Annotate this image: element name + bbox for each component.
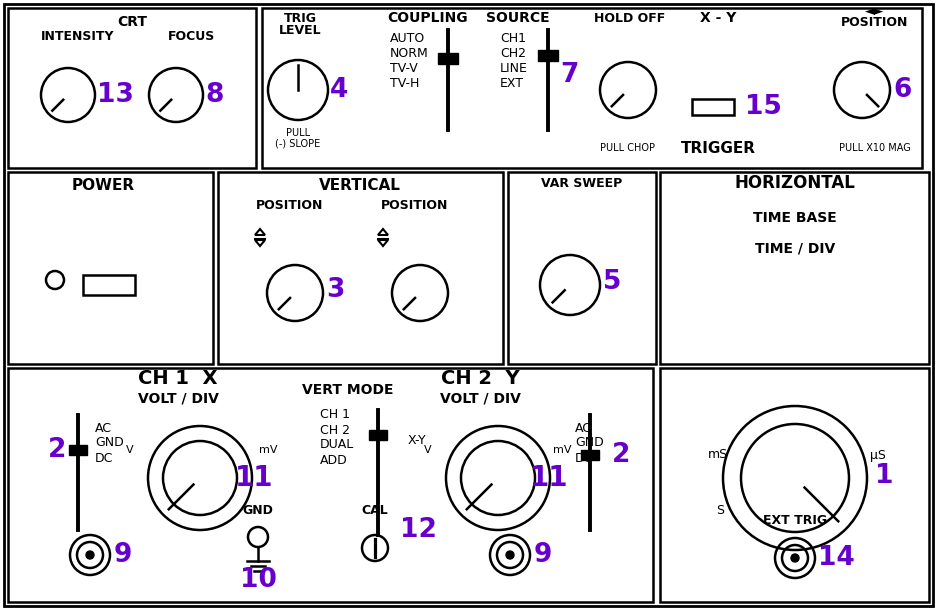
Text: V: V xyxy=(424,445,431,455)
Text: LEVEL: LEVEL xyxy=(278,24,321,37)
Text: TV-H: TV-H xyxy=(389,76,419,90)
Text: VERT MODE: VERT MODE xyxy=(302,383,393,397)
Bar xyxy=(507,172,655,364)
Text: FOCUS: FOCUS xyxy=(168,29,215,43)
Bar xyxy=(659,368,928,602)
Bar xyxy=(537,49,558,60)
Bar xyxy=(218,172,503,364)
Text: TIME BASE: TIME BASE xyxy=(753,211,836,225)
Text: AUTO: AUTO xyxy=(389,32,425,45)
Text: 2: 2 xyxy=(611,442,630,468)
Circle shape xyxy=(790,554,798,562)
Text: VOLT / DIV: VOLT / DIV xyxy=(439,391,519,405)
Text: mV: mV xyxy=(552,445,571,455)
Text: TRIGGER: TRIGGER xyxy=(680,140,754,156)
Text: DUAL: DUAL xyxy=(320,439,354,451)
Text: CH 1  X: CH 1 X xyxy=(139,368,217,387)
Circle shape xyxy=(505,551,514,559)
Text: 11: 11 xyxy=(530,464,568,492)
Bar xyxy=(692,99,733,115)
Text: CH1: CH1 xyxy=(500,32,525,45)
Text: 12: 12 xyxy=(400,517,436,543)
Text: V: V xyxy=(126,445,134,455)
Text: POSITION: POSITION xyxy=(256,198,323,212)
Circle shape xyxy=(86,551,94,559)
Text: PULL X10 MAG: PULL X10 MAG xyxy=(839,143,910,153)
Text: 4: 4 xyxy=(329,77,348,103)
Bar xyxy=(8,172,212,364)
Bar xyxy=(83,275,135,295)
Text: POSITION: POSITION xyxy=(841,15,908,29)
Text: POSITION: POSITION xyxy=(381,198,448,212)
Bar xyxy=(8,8,256,168)
Text: CRT: CRT xyxy=(117,15,147,29)
Text: CH 1: CH 1 xyxy=(320,409,350,422)
Text: HORIZONTAL: HORIZONTAL xyxy=(734,174,855,192)
Bar xyxy=(262,8,921,168)
Text: EXT TRIG: EXT TRIG xyxy=(762,514,826,526)
Text: 2: 2 xyxy=(48,437,66,463)
Text: POWER: POWER xyxy=(71,178,135,193)
Text: X-Y: X-Y xyxy=(407,434,426,447)
Text: PULL: PULL xyxy=(285,128,310,138)
Text: ◄►: ◄► xyxy=(865,5,884,18)
Text: TV-V: TV-V xyxy=(389,62,417,74)
Text: 7: 7 xyxy=(560,62,578,88)
Text: 15: 15 xyxy=(744,94,781,120)
Text: DC: DC xyxy=(95,451,113,464)
Bar xyxy=(437,52,458,63)
Text: PULL CHOP: PULL CHOP xyxy=(600,143,655,153)
Bar xyxy=(369,430,387,440)
Text: AC: AC xyxy=(95,422,112,434)
Text: DC: DC xyxy=(575,451,592,464)
Text: μS: μS xyxy=(870,448,885,462)
Text: SOURCE: SOURCE xyxy=(486,11,549,25)
Text: X - Y: X - Y xyxy=(699,11,736,25)
Text: LINE: LINE xyxy=(500,62,527,74)
Text: INTENSITY: INTENSITY xyxy=(41,29,114,43)
Text: (-) SLOPE: (-) SLOPE xyxy=(275,138,320,148)
Text: mS: mS xyxy=(708,448,727,462)
Text: EXT: EXT xyxy=(500,76,523,90)
Bar xyxy=(69,445,87,455)
Text: 5: 5 xyxy=(603,269,621,295)
Text: mV: mV xyxy=(258,445,277,455)
Text: 11: 11 xyxy=(235,464,273,492)
Text: 8: 8 xyxy=(205,82,223,108)
Bar xyxy=(8,368,652,602)
Text: VERTICAL: VERTICAL xyxy=(319,178,401,193)
Text: CH 2: CH 2 xyxy=(320,423,350,437)
Text: 10: 10 xyxy=(240,567,276,593)
Text: 9: 9 xyxy=(114,542,132,568)
Bar xyxy=(580,450,598,460)
Text: 3: 3 xyxy=(326,277,344,303)
Text: CH2: CH2 xyxy=(500,46,525,60)
Text: 1: 1 xyxy=(874,463,893,489)
Text: HOLD OFF: HOLD OFF xyxy=(593,12,665,24)
Text: CH 2  Y: CH 2 Y xyxy=(440,368,519,387)
Text: GND: GND xyxy=(95,437,124,450)
Text: AC: AC xyxy=(575,422,592,434)
Text: 13: 13 xyxy=(97,82,134,108)
Text: 14: 14 xyxy=(817,545,854,571)
Bar xyxy=(659,172,928,364)
Text: TRIG: TRIG xyxy=(284,12,316,24)
Text: ADD: ADD xyxy=(320,453,347,467)
Text: COUPLING: COUPLING xyxy=(388,11,468,25)
Text: GND: GND xyxy=(242,503,273,517)
Text: NORM: NORM xyxy=(389,46,429,60)
Text: 9: 9 xyxy=(534,542,552,568)
Text: VOLT / DIV: VOLT / DIV xyxy=(138,391,218,405)
Text: TIME / DIV: TIME / DIV xyxy=(754,241,834,255)
Text: S: S xyxy=(715,503,724,517)
Text: VAR SWEEP: VAR SWEEP xyxy=(541,176,622,190)
Text: CAL: CAL xyxy=(361,503,388,517)
Text: GND: GND xyxy=(575,437,603,450)
Text: 6: 6 xyxy=(892,77,911,103)
